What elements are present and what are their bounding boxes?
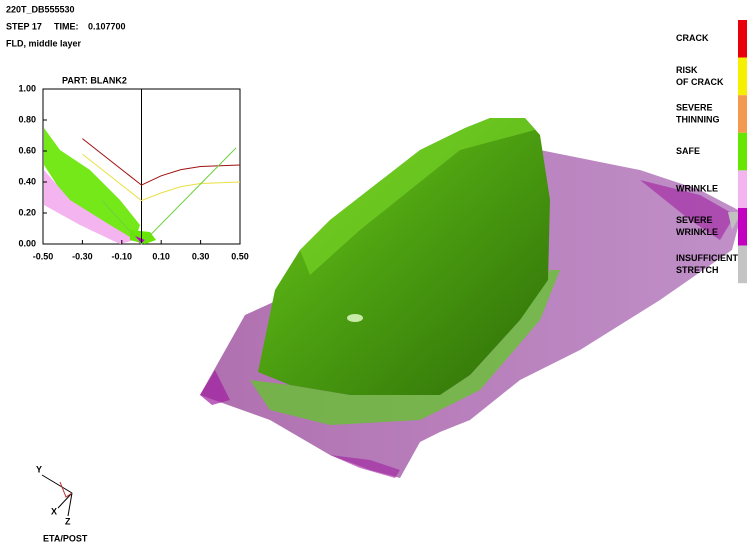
y-tick-label: 0.00 [18,238,36,248]
legend-label: WRINKLE [676,227,718,237]
y-tick-label: 0.80 [18,114,36,124]
axis-triad: Y X Z [36,464,72,526]
x-tick-label: 0.50 [231,251,249,261]
legend-swatch [738,208,747,246]
legend-label: OF CRACK [676,77,724,87]
x-tick-label: -0.10 [112,251,133,261]
legend-label: STRETCH [676,265,719,275]
legend-swatch [738,58,747,96]
legend-label: RISK [676,65,698,75]
header-time: 0.107700 [88,21,126,31]
header-step: STEP 17 [6,21,42,31]
y-tick-label: 0.20 [18,207,36,217]
legend-label: CRACK [676,33,709,43]
header-time-label: TIME: [54,21,79,31]
legend-swatch [738,20,747,58]
x-tick-label: -0.30 [72,251,93,261]
triad-x: X [51,506,57,516]
triad-y: Y [36,464,42,474]
flc-curve [82,139,240,186]
y-tick-label: 0.60 [18,145,36,155]
footer: ETA/POST [43,533,88,543]
legend-label: WRINKLE [676,184,718,194]
fld-plot: PART: BLANK2 -0.50 -0.30 -0.10 0.10 0.30 0.50… [18,75,248,261]
part-render [200,118,742,478]
legend-swatch [738,170,747,208]
header-title: 220T_DB555530 [6,4,75,14]
legend-swatch [738,133,747,171]
legend-label: SEVERE [676,215,713,225]
triad-z: Z [65,516,71,526]
legend-label: SAFE [676,146,700,156]
fld-part: PART: BLANK2 [62,75,127,85]
legend-label: INSUFFICIENT [676,253,739,263]
screen: 220T_DB555530 STEP 17 TIME: 0.107700 FLD… [0,0,747,547]
y-tick-label: 1.00 [18,83,36,93]
y-tick-label: 0.40 [18,176,36,186]
legend-label: SEVERE [676,102,713,112]
legend-label: THINNING [676,114,720,124]
x-tick-label: 0.10 [152,251,170,261]
legend-swatch [738,246,747,284]
x-tick-label: -0.50 [33,251,54,261]
header-result: FLD, middle layer [6,38,82,48]
legend-swatch [738,95,747,133]
x-tick-label: 0.30 [192,251,210,261]
